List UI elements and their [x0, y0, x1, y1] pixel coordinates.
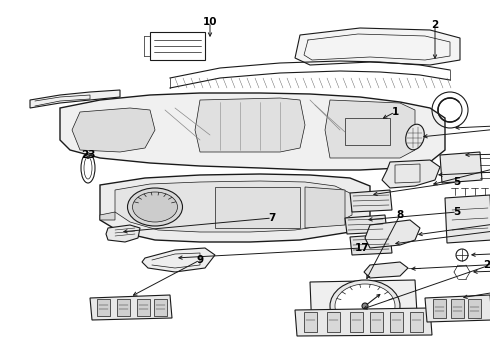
- Polygon shape: [115, 181, 352, 232]
- Polygon shape: [451, 299, 464, 318]
- Polygon shape: [425, 295, 490, 322]
- Polygon shape: [345, 215, 387, 234]
- Text: 5: 5: [453, 177, 461, 187]
- Ellipse shape: [406, 124, 424, 150]
- Polygon shape: [327, 312, 340, 332]
- Polygon shape: [410, 312, 423, 332]
- Polygon shape: [90, 295, 172, 320]
- Polygon shape: [468, 299, 481, 318]
- Polygon shape: [433, 299, 446, 318]
- Text: 8: 8: [396, 210, 404, 220]
- Polygon shape: [142, 248, 215, 272]
- Ellipse shape: [330, 280, 400, 332]
- Text: 10: 10: [203, 17, 217, 27]
- Polygon shape: [30, 90, 120, 108]
- Polygon shape: [137, 299, 150, 316]
- Polygon shape: [154, 299, 167, 316]
- Polygon shape: [305, 187, 345, 228]
- Text: 17: 17: [355, 243, 369, 253]
- Polygon shape: [100, 174, 370, 242]
- Polygon shape: [295, 308, 432, 336]
- Polygon shape: [370, 312, 383, 332]
- Polygon shape: [100, 212, 115, 220]
- Polygon shape: [310, 280, 418, 332]
- Text: 7: 7: [269, 213, 276, 223]
- Polygon shape: [97, 299, 110, 316]
- Ellipse shape: [127, 188, 182, 226]
- Polygon shape: [382, 160, 440, 188]
- Polygon shape: [215, 187, 300, 228]
- Ellipse shape: [335, 284, 395, 328]
- Text: 1: 1: [392, 107, 399, 117]
- Ellipse shape: [132, 192, 177, 222]
- Polygon shape: [195, 98, 305, 152]
- Polygon shape: [60, 93, 445, 170]
- Polygon shape: [390, 312, 403, 332]
- Polygon shape: [295, 28, 460, 65]
- Polygon shape: [440, 152, 482, 183]
- Polygon shape: [106, 225, 140, 242]
- Text: 21: 21: [483, 260, 490, 270]
- Polygon shape: [117, 299, 130, 316]
- Polygon shape: [350, 234, 392, 255]
- Polygon shape: [72, 108, 155, 152]
- Circle shape: [362, 303, 368, 309]
- Polygon shape: [364, 262, 408, 278]
- Polygon shape: [365, 220, 420, 248]
- Polygon shape: [445, 195, 490, 243]
- Text: 9: 9: [196, 255, 203, 265]
- Polygon shape: [325, 100, 415, 158]
- Text: 2: 2: [431, 20, 439, 30]
- Polygon shape: [350, 312, 363, 332]
- Polygon shape: [304, 312, 317, 332]
- Polygon shape: [350, 190, 392, 212]
- Text: 5: 5: [453, 207, 461, 217]
- Text: 23: 23: [81, 150, 95, 160]
